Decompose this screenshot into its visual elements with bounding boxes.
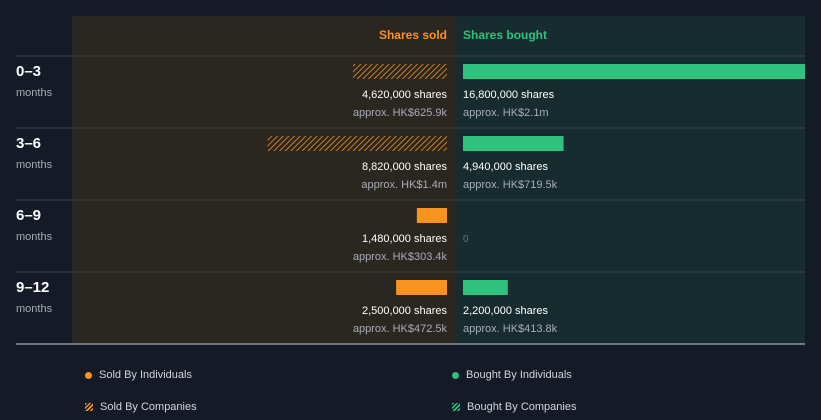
- legend-item: Bought By Individuals: [452, 369, 572, 381]
- legend-label: Sold By Companies: [100, 401, 197, 413]
- sold-bar: [416, 208, 447, 223]
- sold-shares-label: 1,480,000 shares: [362, 233, 448, 245]
- legend-swatch-hatched: [85, 403, 93, 411]
- legend-label: Sold By Individuals: [99, 369, 192, 381]
- bought-value-label: approx. HK$719.5k: [463, 179, 558, 191]
- bought-shares-label: 2,200,000 shares: [463, 305, 549, 317]
- sold-shares-label: 4,620,000 shares: [362, 89, 448, 101]
- bought-shares-label: 0: [463, 234, 469, 245]
- sold-value-label: approx. HK$303.4k: [353, 251, 448, 263]
- period-unit: months: [16, 303, 53, 315]
- shares-sold-header: Shares sold: [379, 28, 447, 42]
- legend-label: Bought By Individuals: [466, 369, 572, 381]
- legend-swatch-hatched: [452, 403, 460, 411]
- sold-value-label: approx. HK$1.4m: [361, 179, 447, 191]
- sold-bar: [267, 136, 447, 151]
- shares-bought-header: Shares bought: [463, 28, 547, 42]
- sold-bar: [396, 280, 447, 295]
- bought-bar: [463, 64, 805, 79]
- legend-swatch-solid: [452, 371, 459, 379]
- bought-bar: [463, 280, 508, 295]
- bought-value-label: approx. HK$413.8k: [463, 323, 558, 335]
- sold-shares-label: 8,820,000 shares: [362, 161, 448, 173]
- sold-value-label: approx. HK$625.9k: [353, 107, 448, 119]
- period-unit: months: [16, 231, 53, 243]
- legend-item: Bought By Companies: [452, 401, 576, 413]
- period-unit: months: [16, 159, 53, 171]
- insider-trading-chart: Shares sold Shares bought 0–3 months 4,620,0…: [16, 16, 805, 345]
- period-unit: months: [16, 87, 53, 99]
- legend-label: Bought By Companies: [467, 401, 577, 413]
- period-label: 9–12: [16, 279, 49, 296]
- bought-bar: [463, 136, 564, 151]
- sold-shares-label: 2,500,000 shares: [362, 305, 448, 317]
- period-label: 6–9: [16, 207, 41, 224]
- period-label: 3–6: [16, 135, 41, 152]
- sold-bar: [352, 64, 447, 79]
- period-label: 0–3: [16, 63, 41, 80]
- sold-value-label: approx. HK$472.5k: [353, 323, 448, 335]
- bought-value-label: approx. HK$2.1m: [463, 107, 549, 119]
- legend-swatch-solid: [85, 371, 92, 379]
- legend-item: Sold By Companies: [85, 401, 197, 413]
- bought-shares-label: 4,940,000 shares: [463, 161, 549, 173]
- bought-shares-label: 16,800,000 shares: [463, 89, 555, 101]
- legend-item: Sold By Individuals: [85, 369, 192, 381]
